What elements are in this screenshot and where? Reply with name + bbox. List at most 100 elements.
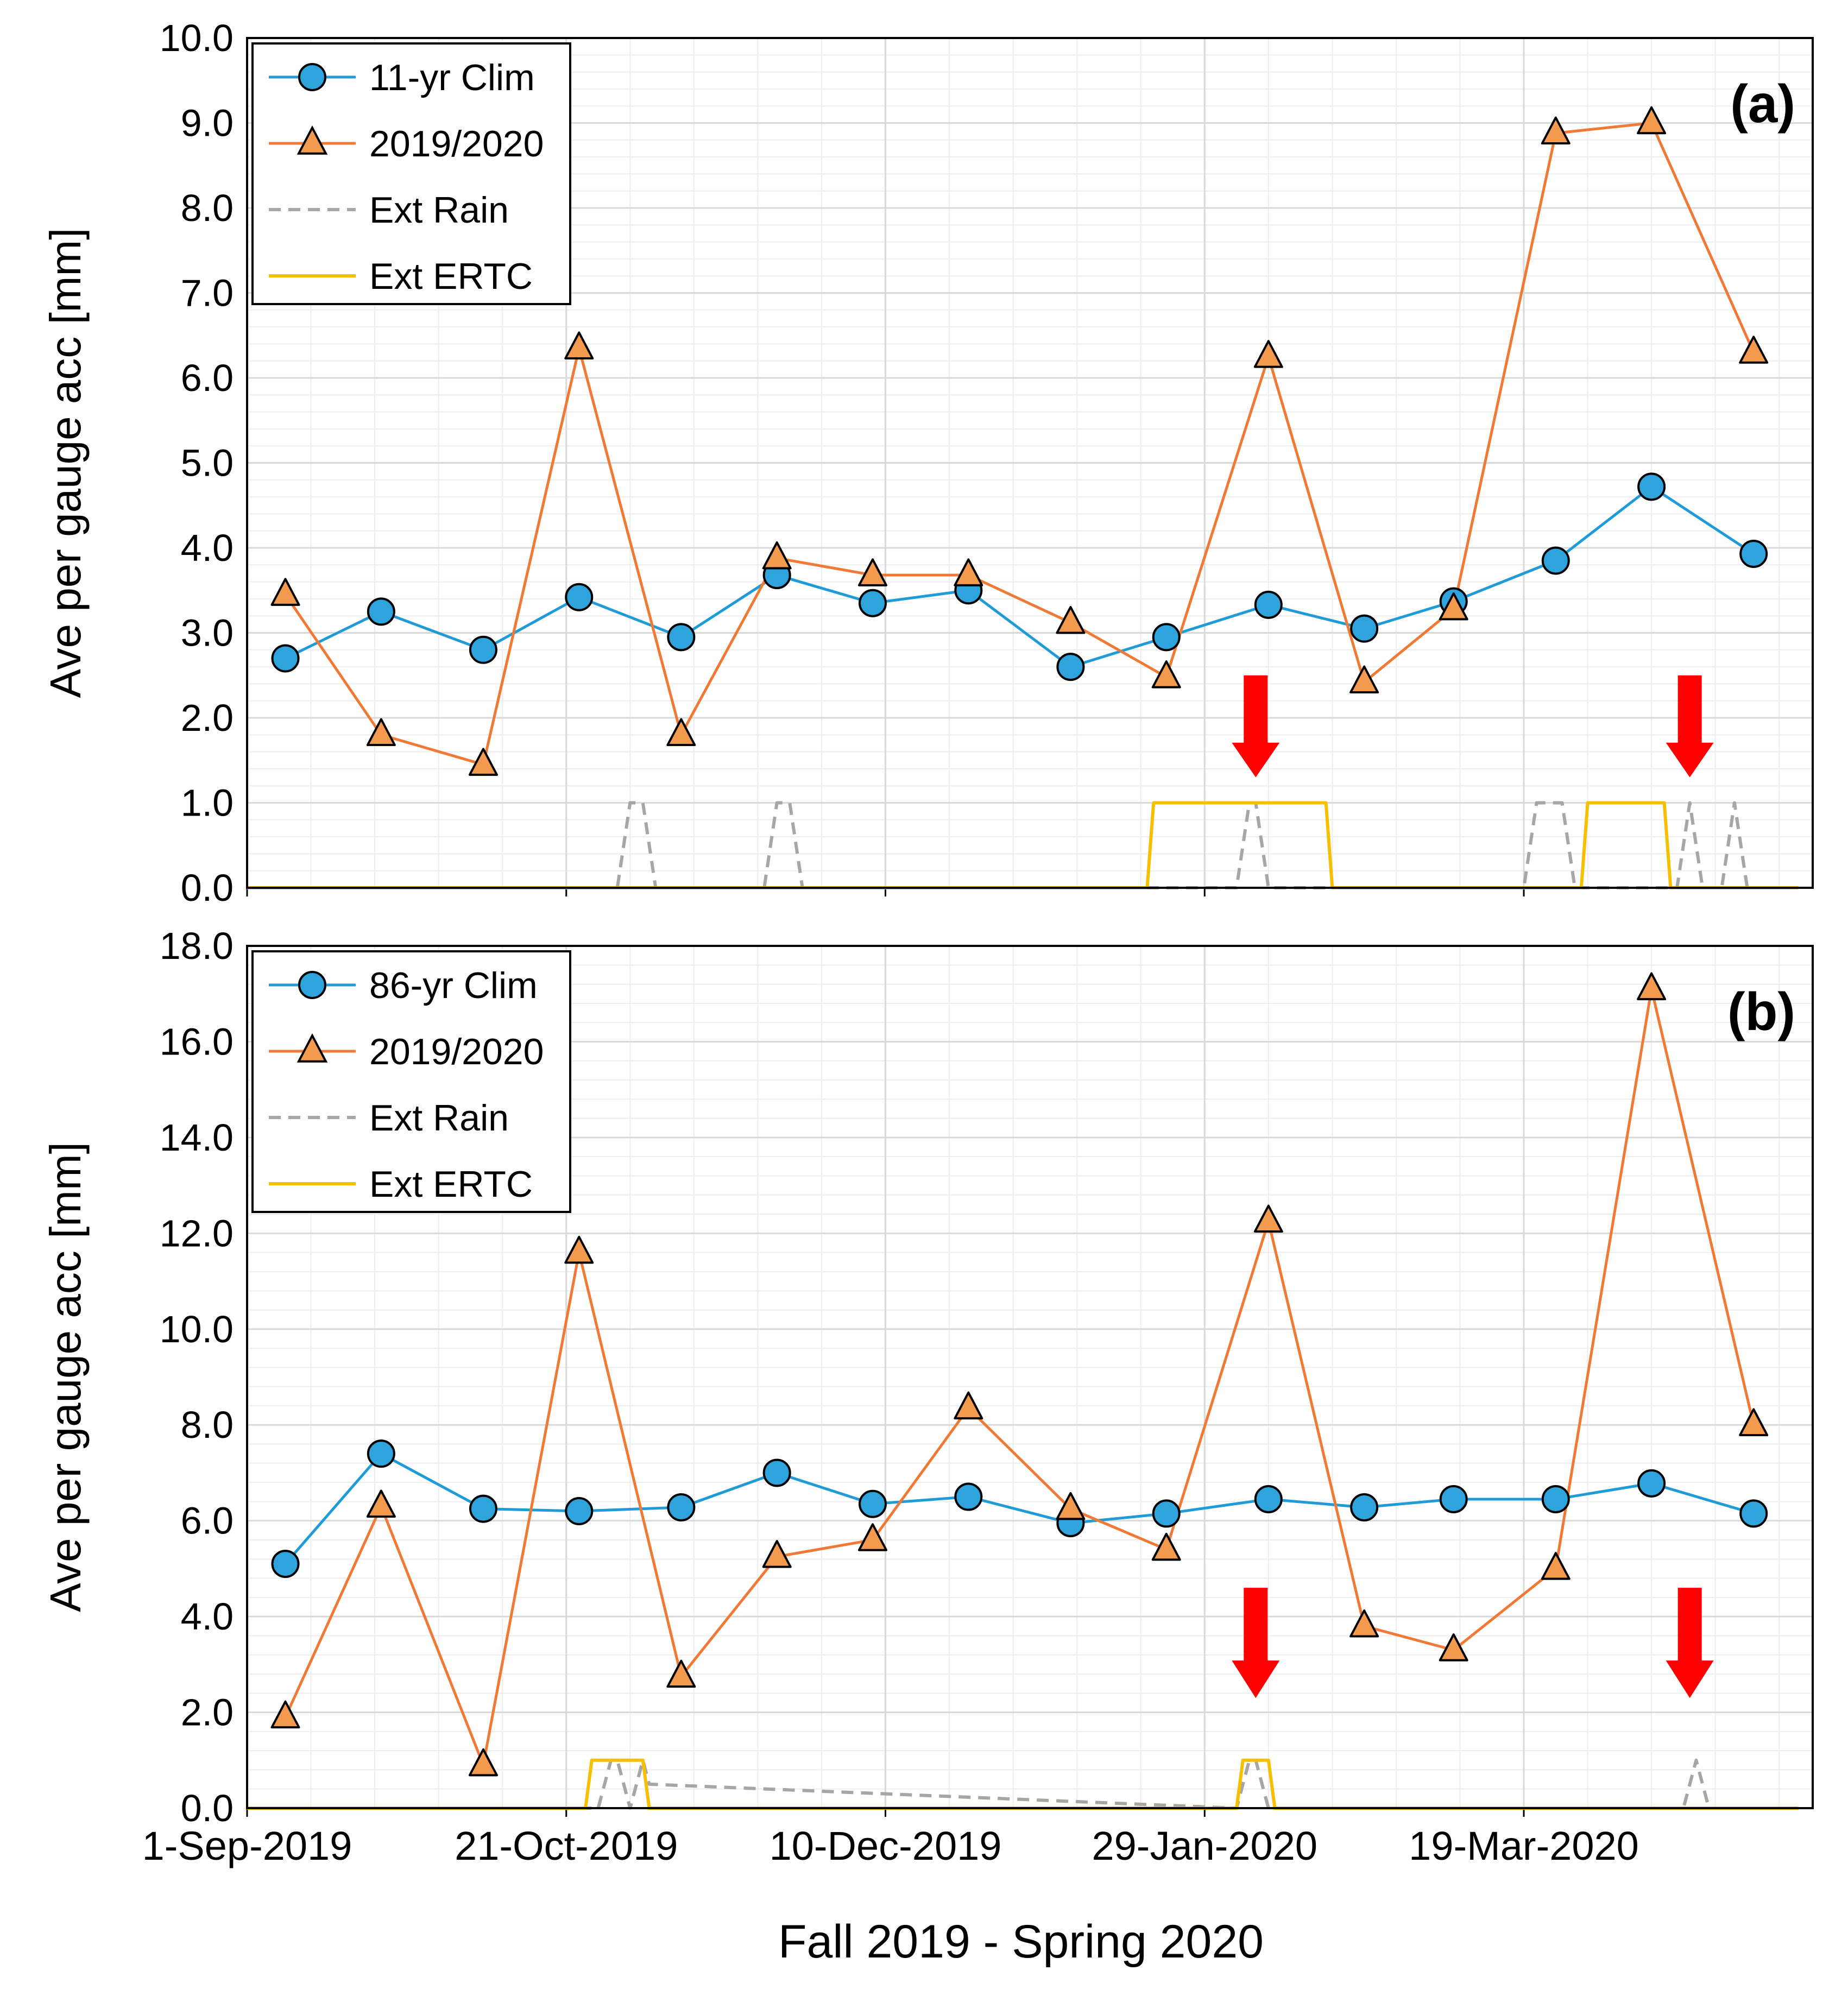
y-tick-label: 16.0 (160, 1020, 234, 1063)
panel-a-legend-ext-ertc-label: Ext ERTC (369, 256, 533, 297)
season-point (1253, 1204, 1283, 1233)
y-tick-label: 1.0 (181, 782, 234, 824)
panel-b-legend: 86-yr Clim 2019/2020 Ext Rain Ext ERTC (251, 950, 571, 1213)
panel-a-legend-season: 2019/2020 (269, 123, 544, 165)
panel-b-legend-clim: 86-yr Clim (269, 965, 538, 1006)
season-point (468, 748, 498, 776)
panel-a-legend: 11-yr Clim 2019/2020 Ext Rain Ext ERTC (251, 42, 571, 305)
clim-point (1254, 590, 1283, 619)
season-line (284, 987, 1755, 1767)
panel-a-legend-season-label: 2019/2020 (369, 123, 544, 165)
panel-b-y-axis-label: Ave per gauge acc [mm] (41, 1142, 90, 1612)
clim-point (1541, 546, 1570, 575)
red-arrow-marker (1666, 675, 1714, 778)
clim-point (367, 1439, 395, 1468)
clim-point (271, 644, 300, 673)
season-point (1151, 1532, 1181, 1561)
clim-point (1541, 1485, 1570, 1513)
clim-point (565, 583, 594, 611)
y-tick-label: 2.0 (181, 697, 234, 739)
panel-a-legend-ext-ertc: Ext ERTC (269, 256, 533, 297)
panel-b-legend-ext-ertc-label: Ext ERTC (369, 1164, 533, 1205)
y-tick-label: 14.0 (160, 1116, 234, 1159)
panel-b-legend-clim-label: 86-yr Clim (369, 965, 538, 1006)
clim-point (469, 1494, 497, 1523)
red-arrow-marker (1232, 1588, 1280, 1698)
y-tick-label: 7.0 (181, 272, 234, 314)
panel-a-legend-ext-rain: Ext Rain (269, 190, 509, 231)
clim-point (1739, 1499, 1768, 1528)
panel-b-legend-ext-ertc: Ext ERTC (269, 1164, 533, 1205)
season-point (366, 718, 396, 747)
season-point (1541, 116, 1571, 145)
clim-point (469, 635, 497, 664)
ext-rain-line (247, 801, 1799, 889)
y-tick-label: 8.0 (181, 1404, 234, 1446)
clim-point (762, 1458, 791, 1487)
panel-b-legend-season-label: 2019/2020 (369, 1031, 544, 1072)
x-tick-label: 19-Mar-2020 (1409, 1823, 1639, 1868)
season-point (858, 558, 887, 586)
y-tick-label: 12.0 (160, 1212, 234, 1254)
clim-point (667, 1493, 696, 1521)
panel-b-legend-ext-rain-label: Ext Rain (369, 1097, 509, 1139)
x-tick-label: 1-Sep-2019 (142, 1823, 352, 1868)
clim-point (1739, 539, 1768, 568)
clim-point (1350, 614, 1379, 643)
clim-point (367, 597, 395, 626)
y-tick-label: 6.0 (181, 1500, 234, 1542)
season-point (666, 1659, 696, 1688)
x-axis-label: Fall 2019 - Spring 2020 (778, 1916, 1264, 1968)
y-tick-label: 2.0 (181, 1691, 234, 1734)
panel-a-legend-ext-rain-label: Ext Rain (369, 190, 509, 231)
season-point (564, 1235, 594, 1264)
season-point (1439, 1633, 1468, 1662)
clim-point (954, 1482, 983, 1511)
clim-point (565, 1497, 594, 1526)
x-tick-label: 21-Oct-2019 (455, 1823, 678, 1868)
clim-line (285, 485, 1755, 668)
clim-point (1152, 623, 1181, 652)
season-point (762, 541, 792, 570)
y-tick-label: 4.0 (181, 1595, 234, 1638)
y-tick-label: 8.0 (181, 187, 234, 229)
clim-point (667, 623, 696, 652)
panel-a: 0.0 1.0 2.0 3.0 4.0 5.0 6.0 7.0 8.0 9.0 10.0 Ave p… (41, 17, 1814, 909)
panel-a-frame (246, 37, 1814, 889)
panel-b-series (247, 972, 1799, 1810)
panel-b-frame (246, 945, 1814, 1809)
legend-clim-marker (298, 63, 326, 91)
y-tick-label: 4.0 (181, 527, 234, 569)
legend-clim-marker (298, 971, 326, 999)
panel-a-legend-clim: 11-yr Clim (269, 57, 535, 98)
clim-point (1056, 653, 1085, 681)
clim-point (1637, 472, 1666, 501)
y-tick-label: 0.0 (181, 1787, 234, 1829)
season-point (954, 1391, 983, 1420)
season-point (468, 1748, 498, 1777)
panel-a-y-ticks: 0.0 1.0 2.0 3.0 4.0 5.0 6.0 7.0 8.0 9.0 10.0 (160, 17, 234, 909)
y-tick-label: 10.0 (160, 1308, 234, 1350)
panel-b: 0.0 2.0 4.0 6.0 8.0 10.0 12.0 14.0 16.0 18.0 Ave … (41, 925, 1814, 1829)
red-arrow-marker (1232, 675, 1280, 778)
season-point (1056, 605, 1086, 634)
season-point (1349, 665, 1379, 694)
panel-a-series (247, 106, 1799, 889)
x-tick-labels: 1-Sep-2019 21-Oct-2019 10-Dec-2019 29-Ja… (142, 1823, 1639, 1868)
panel-b-label: (b) (1727, 982, 1795, 1041)
y-tick-label: 6.0 (181, 357, 234, 399)
panel-b-legend-ext-rain: Ext Rain (269, 1097, 509, 1139)
x-tick-label: 10-Dec-2019 (770, 1823, 1002, 1868)
red-arrow-marker (1666, 1588, 1714, 1698)
y-tick-label: 10.0 (160, 17, 234, 59)
y-tick-label: 18.0 (160, 925, 234, 967)
clim-point (1152, 1499, 1181, 1528)
clim-point (271, 1550, 300, 1578)
season-point (1439, 592, 1468, 621)
season-point (666, 718, 696, 747)
season-point (858, 1523, 887, 1551)
season-point (270, 578, 300, 606)
y-tick-label: 3.0 (181, 612, 234, 654)
season-point (1151, 660, 1181, 689)
